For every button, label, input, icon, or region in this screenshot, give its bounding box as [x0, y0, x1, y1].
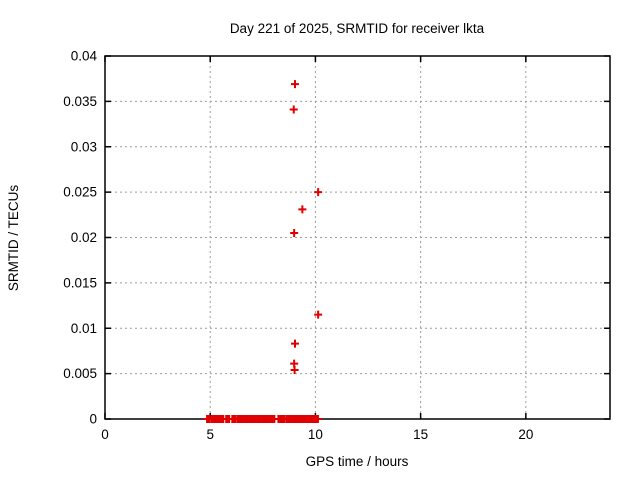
data-point-marker [289, 105, 298, 114]
y-tick-label: 0 [89, 412, 97, 427]
data-point-marker [313, 415, 322, 423]
y-tick-label: 0.01 [71, 321, 97, 336]
y-tick-label: 0.035 [63, 94, 97, 109]
y-axis-label: SRMTID / TECUs [6, 185, 21, 292]
data-point-marker [291, 80, 300, 89]
chart-title: Day 221 of 2025, SRMTID for receiver lkt… [230, 21, 485, 36]
axis-tick-labels: 0 5 10 15 20 0 0.005 0.01 0.015 0.02 0.025 0.03 0.03… [63, 49, 533, 443]
x-tick-label: 15 [413, 427, 428, 442]
y-tick-label: 0.015 [63, 275, 97, 290]
data-point-marker [291, 339, 300, 348]
x-tick-label: 5 [206, 427, 214, 442]
data-point-markers [203, 80, 323, 423]
x-tick-label: 0 [101, 427, 109, 442]
x-tick-label: 10 [308, 427, 323, 442]
data-point-marker [298, 205, 307, 214]
y-tick-label: 0.04 [71, 49, 98, 64]
gridlines [105, 56, 610, 419]
x-tick-label: 20 [518, 427, 533, 442]
data-point-marker [314, 188, 323, 197]
data-point-marker [290, 228, 299, 237]
data-point-marker [290, 365, 299, 374]
y-tick-label: 0.03 [71, 139, 97, 154]
axis-ticks [104, 55, 610, 420]
y-tick-label: 0.025 [63, 185, 97, 200]
y-tick-label: 0.005 [63, 366, 97, 381]
x-axis-label: GPS time / hours [306, 454, 409, 469]
y-tick-label: 0.02 [71, 230, 97, 245]
data-point-marker [314, 310, 323, 319]
